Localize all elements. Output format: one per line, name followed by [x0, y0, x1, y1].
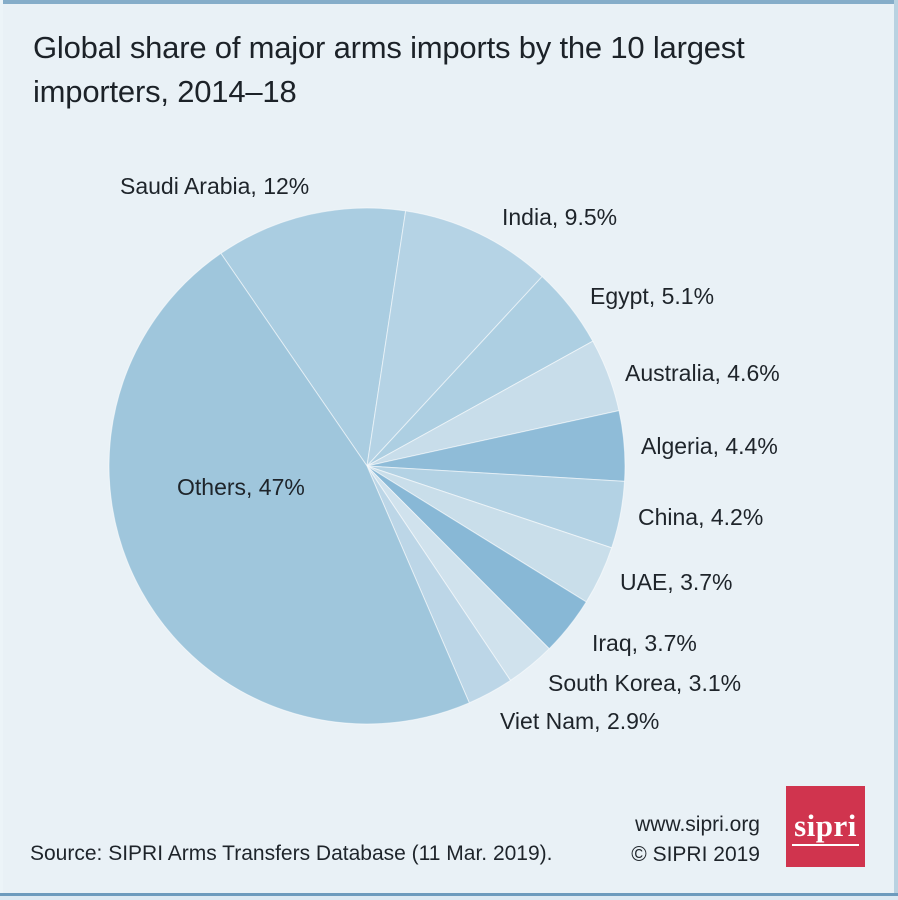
left-border	[0, 0, 3, 900]
chart-title: Global share of major arms imports by th…	[33, 26, 745, 114]
slice-label-saudi-arabia: Saudi Arabia, 12%	[120, 173, 310, 199]
slice-label-south-korea: South Korea, 3.1%	[548, 670, 742, 696]
bottom-border-line	[0, 893, 898, 896]
sipri-logo: sipri	[786, 786, 865, 867]
slice-label-others: Others, 47%	[177, 474, 305, 500]
pie-slice-others	[108, 252, 470, 725]
pie-slice-saudi-arabia	[220, 207, 407, 468]
source-note: Source: SIPRI Arms Transfers Database (1…	[30, 842, 553, 865]
sipri-logo-text: sipri	[792, 810, 859, 846]
website-url: www.sipri.org	[635, 813, 760, 836]
top-border	[0, 0, 898, 4]
slice-label-algeria: Algeria, 4.4%	[641, 433, 778, 459]
pie-slice-india	[366, 210, 543, 468]
slice-label-iraq: Iraq, 3.7%	[592, 630, 697, 656]
slice-label-china: China, 4.2%	[638, 504, 764, 530]
chart-title-line2: importers, 2014–18	[33, 74, 297, 109]
slice-label-egypt: Egypt, 5.1%	[590, 283, 715, 309]
bottom-border-pale	[0, 896, 898, 900]
right-border	[894, 0, 898, 900]
slice-label-uae: UAE, 3.7%	[620, 569, 733, 595]
slice-label-viet-nam: Viet Nam, 2.9%	[500, 708, 660, 734]
slice-label-australia: Australia, 4.6%	[625, 360, 780, 386]
copyright-note: © SIPRI 2019	[631, 843, 760, 866]
slice-label-india: India, 9.5%	[502, 204, 618, 230]
chart-title-line1: Global share of major arms imports by th…	[33, 30, 745, 65]
